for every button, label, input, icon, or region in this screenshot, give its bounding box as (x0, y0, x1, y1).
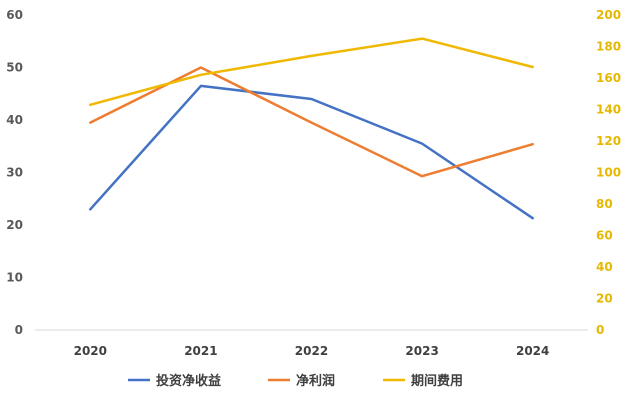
y-left-tick-label: 10 (6, 271, 23, 285)
series-line (89, 84, 534, 220)
x-tick-label: 2021 (184, 344, 217, 358)
y-right-tick-label: 20 (596, 292, 613, 306)
y-right-tick-label: 40 (596, 260, 613, 274)
y-left-tick-label: 60 (6, 8, 23, 22)
x-tick-label: 2022 (295, 344, 328, 358)
y-left-tick-label: 30 (6, 166, 23, 180)
y-right-tick-label: 120 (596, 134, 621, 148)
y-right-tick-label: 180 (596, 40, 621, 54)
x-tick-label: 2024 (516, 344, 549, 358)
legend-label: 期间费用 (411, 373, 463, 389)
y-right-tick-label: 0 (596, 323, 604, 337)
y-right-tick-label: 60 (596, 229, 613, 243)
y-left-tick-label: 50 (6, 61, 23, 75)
x-tick-label: 2020 (74, 344, 107, 358)
legend-label: 投资净收益 (156, 373, 221, 389)
y-right-tick-label: 80 (596, 197, 613, 211)
legend-label: 净利润 (296, 373, 335, 389)
series-line (89, 66, 534, 178)
y-right-tick-label: 200 (596, 8, 621, 22)
y-left-tick-label: 0 (15, 323, 23, 337)
y-left-tick-label: 40 (6, 113, 23, 127)
y-left-tick-label: 20 (6, 218, 23, 232)
y-right-tick-label: 140 (596, 103, 621, 117)
x-tick-label: 2023 (405, 344, 438, 358)
y-right-tick-label: 100 (596, 166, 621, 180)
y-right-tick-label: 160 (596, 71, 621, 85)
series-line (89, 37, 534, 107)
